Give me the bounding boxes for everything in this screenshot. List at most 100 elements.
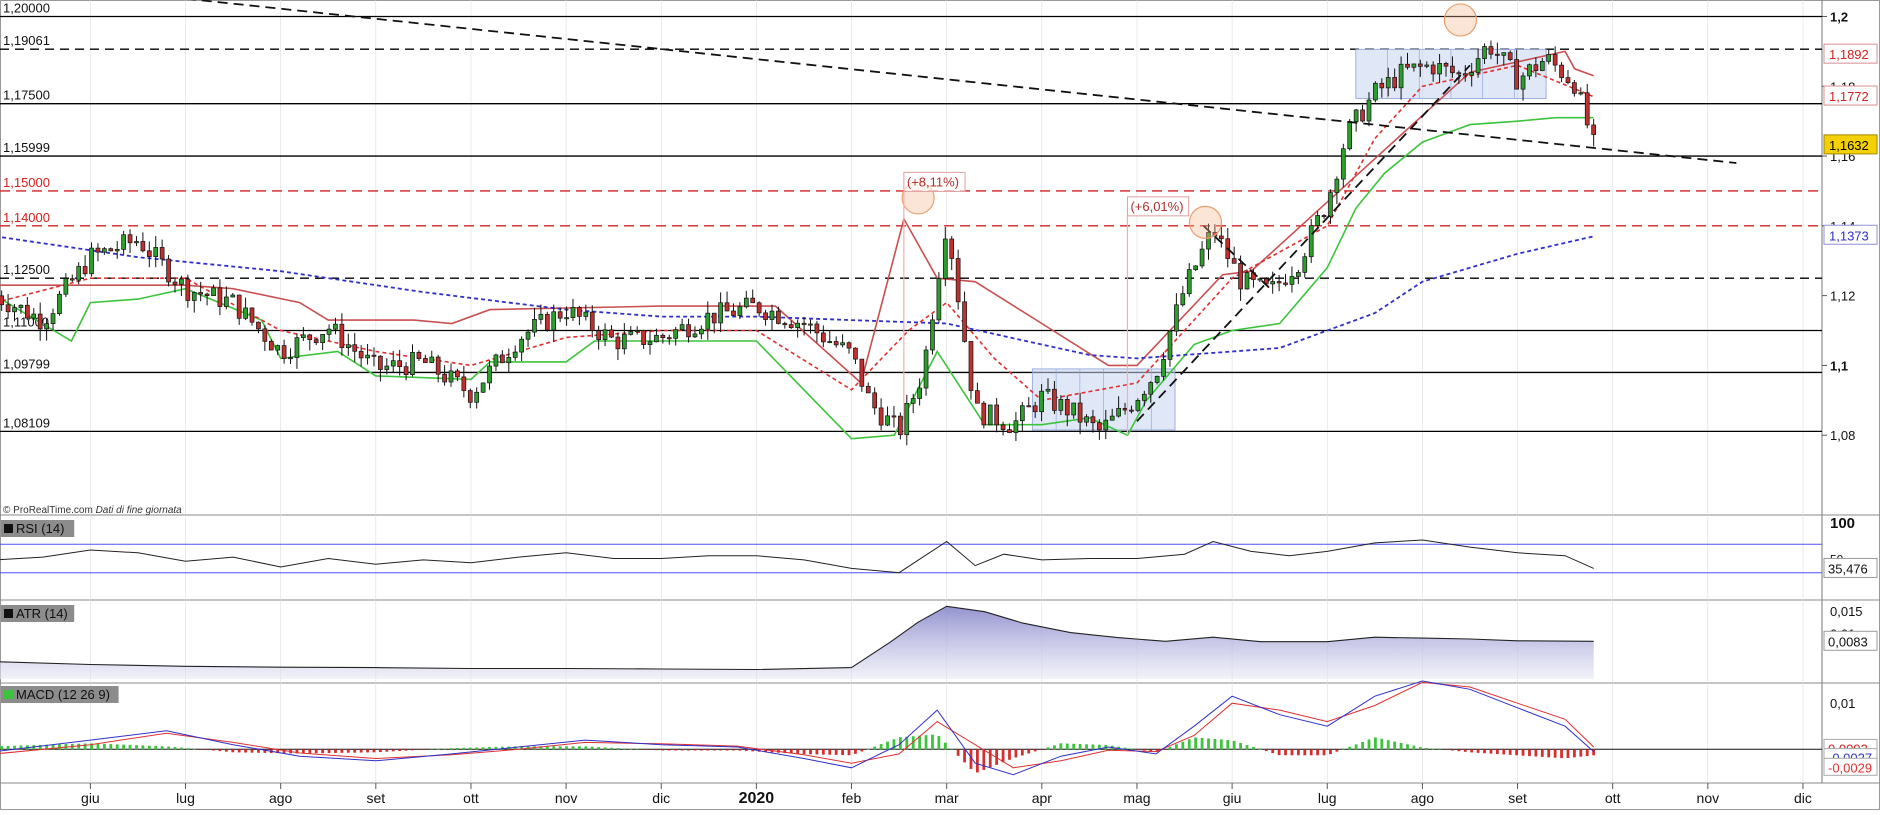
candle	[1584, 83, 1590, 129]
candle	[801, 316, 807, 336]
macd-histogram-bar	[719, 749, 723, 751]
candle-body	[1180, 293, 1186, 306]
candle	[172, 277, 178, 293]
macd-histogram-bar	[500, 746, 504, 750]
macd-histogram-bar	[1322, 749, 1326, 756]
candle	[968, 341, 974, 400]
macd-histogram-bar	[244, 749, 247, 753]
candle-body	[1507, 52, 1513, 60]
macd-histogram-bar	[282, 749, 286, 754]
candle	[1039, 384, 1044, 422]
macd-histogram-bar	[1001, 749, 1005, 763]
macd-panel[interactable]: 0,010,0002-0,0027-0,0029	[0, 680, 1878, 776]
macd-histogram-bar	[1252, 747, 1255, 750]
candle	[840, 334, 845, 348]
candle	[1148, 381, 1154, 403]
candle-body	[345, 344, 351, 349]
macd-histogram-bar	[1136, 749, 1140, 750]
candle	[326, 324, 332, 341]
candle	[12, 304, 17, 322]
candle-body	[24, 304, 30, 319]
macd-histogram-bar	[334, 749, 337, 753]
macd-histogram-bar	[122, 744, 126, 750]
candle	[159, 239, 165, 266]
macd-histogram-bar	[430, 749, 434, 750]
candle	[102, 246, 107, 255]
candle-body	[1199, 248, 1205, 267]
time-axis-label: ott	[1605, 790, 1621, 806]
time-axis-label: lug	[1318, 790, 1337, 806]
candle	[500, 350, 505, 364]
candle-body	[37, 313, 43, 330]
macd-histogram-bar	[1592, 749, 1596, 756]
time-axis-label: nov	[1697, 790, 1720, 806]
candle-body	[1462, 73, 1468, 76]
candle-body	[827, 341, 833, 344]
macd-histogram-bar	[854, 749, 857, 754]
price-level-label: 1,17500	[3, 88, 50, 103]
candle	[519, 336, 524, 362]
candle	[1045, 378, 1051, 394]
candle	[416, 350, 422, 362]
macd-histogram-bar	[1566, 749, 1570, 759]
price-panel[interactable]: 1,20000 1,19061 1,17500 1,15999 1,15000 1,140…	[0, 0, 1878, 446]
candle	[1257, 277, 1263, 283]
macd-histogram-bar	[1072, 743, 1076, 750]
right-price-tag-label: 1,1373	[1829, 228, 1869, 243]
candle-body	[1270, 281, 1276, 285]
candle-body	[179, 278, 184, 285]
macd-histogram-bar	[1502, 749, 1506, 755]
rsi-panel[interactable]: 1005035,476	[0, 515, 1878, 578]
time-axis-label: lug	[176, 790, 195, 806]
indicator-title-label: RSI (14)	[16, 521, 64, 536]
macd-histogram-bar	[250, 749, 254, 753]
macd-histogram-bar	[982, 749, 986, 770]
candle-body	[737, 306, 743, 316]
candle-body	[763, 312, 768, 320]
macd-histogram-bar	[539, 746, 543, 750]
candle	[191, 291, 197, 313]
macd-histogram-bar	[783, 749, 787, 754]
candle-body	[641, 330, 646, 345]
right-axis-tick-label: 1,08	[1830, 428, 1855, 443]
candle-body	[1379, 82, 1385, 89]
macd-histogram-bar	[796, 749, 800, 754]
candle	[731, 303, 736, 317]
macd-value-tag	[1823, 757, 1878, 776]
price-level-label: 1,12500	[3, 262, 50, 277]
candle-body	[301, 334, 306, 339]
candle-body	[859, 358, 865, 387]
candle	[1007, 423, 1012, 433]
candle-body	[872, 392, 878, 409]
right-price-tag-label: 1,1772	[1829, 89, 1869, 104]
candle	[955, 249, 961, 310]
candle	[467, 388, 473, 409]
macd-histogram-bar	[443, 748, 446, 750]
right-price-tag-label: 1,1632	[1829, 138, 1869, 153]
candle	[917, 378, 922, 406]
candle-body	[448, 370, 454, 383]
candle	[1507, 50, 1513, 62]
macd-histogram-bar	[1412, 745, 1416, 750]
candle-body	[108, 248, 114, 252]
candle-body	[814, 323, 820, 334]
candle-body	[1584, 92, 1590, 126]
candle-body	[44, 323, 49, 330]
macd-histogram-bar	[321, 749, 325, 754]
candle	[570, 298, 576, 321]
candle-body	[403, 366, 409, 375]
macd-histogram-bar	[1020, 749, 1024, 756]
candle-body	[121, 234, 126, 250]
time-axis-label: mar	[935, 790, 959, 806]
candle-body	[378, 355, 383, 370]
candle-body	[1437, 63, 1442, 75]
candle-body	[878, 407, 884, 426]
macd-histogram-bar	[988, 749, 992, 768]
candle	[1026, 397, 1032, 408]
candle	[1578, 87, 1584, 96]
price-level-label: 1,20000	[3, 0, 50, 15]
macd-histogram-bar	[995, 749, 999, 765]
candle	[1462, 65, 1468, 82]
